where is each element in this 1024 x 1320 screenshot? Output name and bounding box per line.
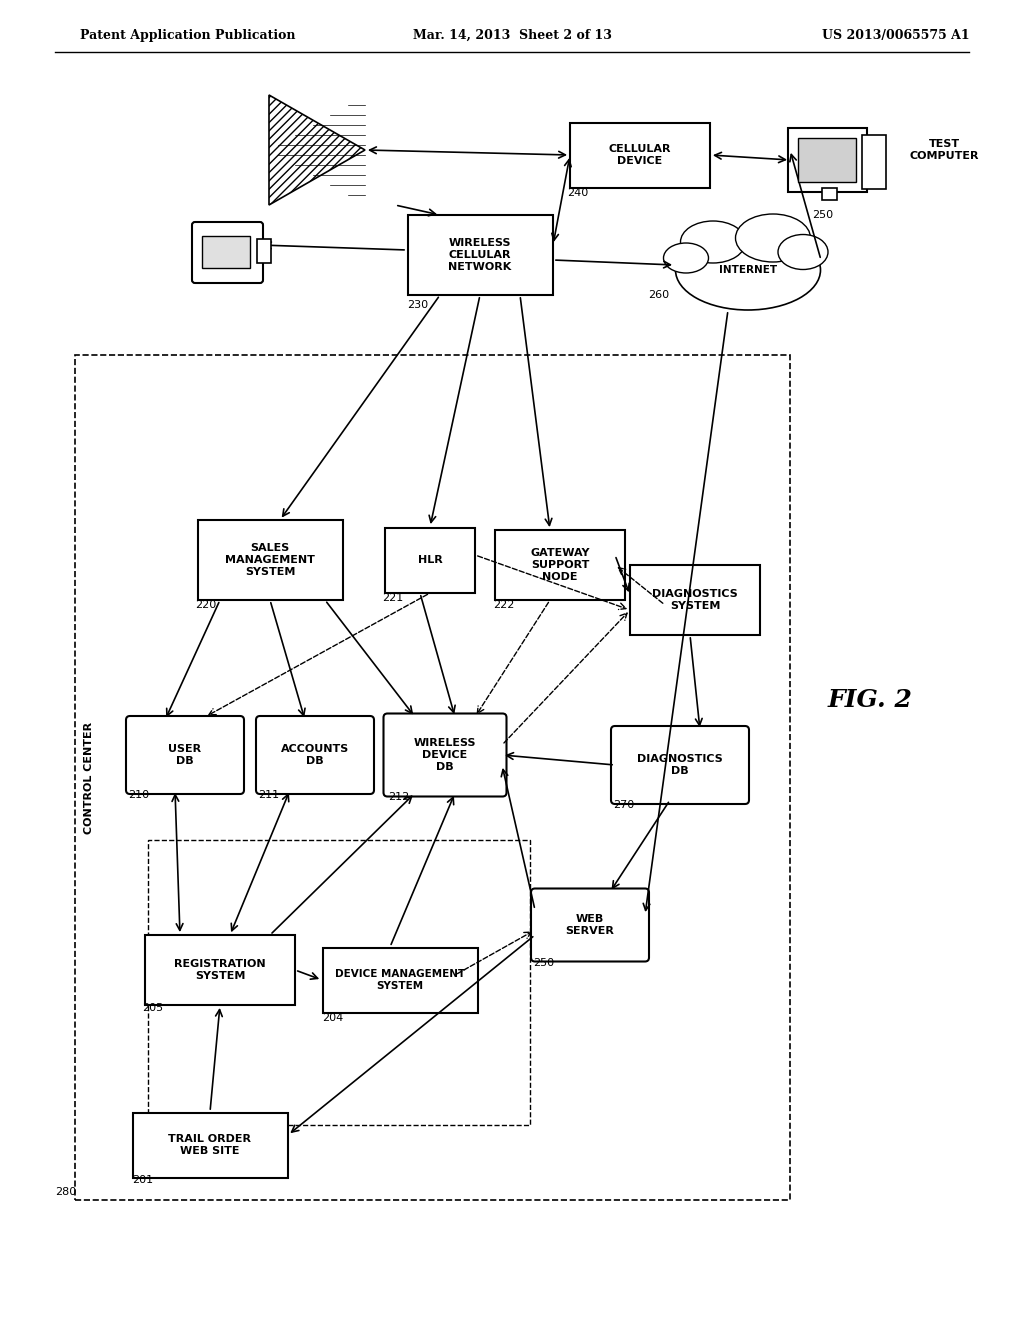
Text: 240: 240 — [567, 187, 588, 198]
FancyBboxPatch shape — [570, 123, 710, 187]
Text: 221: 221 — [382, 593, 403, 603]
Text: FIG. 2: FIG. 2 — [827, 688, 912, 711]
FancyBboxPatch shape — [126, 715, 244, 795]
FancyBboxPatch shape — [531, 888, 649, 961]
Text: 220: 220 — [195, 601, 216, 610]
FancyBboxPatch shape — [145, 935, 295, 1005]
Text: 230: 230 — [407, 300, 428, 310]
FancyBboxPatch shape — [408, 215, 553, 294]
Text: 280: 280 — [55, 1187, 76, 1197]
Text: 211: 211 — [258, 789, 280, 800]
Text: 204: 204 — [322, 1012, 343, 1023]
FancyBboxPatch shape — [385, 528, 475, 593]
Text: Mar. 14, 2013  Sheet 2 of 13: Mar. 14, 2013 Sheet 2 of 13 — [413, 29, 611, 41]
Text: SALES
MANAGEMENT
SYSTEM: SALES MANAGEMENT SYSTEM — [225, 544, 315, 577]
Text: CONTROL CENTER: CONTROL CENTER — [84, 722, 94, 833]
FancyBboxPatch shape — [611, 726, 749, 804]
Text: 201: 201 — [132, 1175, 154, 1185]
Text: CELLULAR
DEVICE: CELLULAR DEVICE — [608, 144, 672, 166]
Text: HLR: HLR — [418, 554, 442, 565]
Text: ACCOUNTS
DB: ACCOUNTS DB — [281, 744, 349, 766]
FancyBboxPatch shape — [862, 135, 886, 189]
FancyBboxPatch shape — [630, 565, 760, 635]
Text: 260: 260 — [648, 290, 669, 300]
FancyBboxPatch shape — [198, 520, 342, 601]
FancyBboxPatch shape — [193, 222, 263, 282]
Text: 205: 205 — [142, 1003, 163, 1012]
Text: DIAGNOSTICS
SYSTEM: DIAGNOSTICS SYSTEM — [652, 589, 738, 611]
FancyBboxPatch shape — [132, 1113, 288, 1177]
Bar — [148, 840, 530, 1125]
Text: TRAIL ORDER
WEB SITE: TRAIL ORDER WEB SITE — [169, 1134, 252, 1156]
FancyBboxPatch shape — [788, 128, 867, 191]
Text: USER
DB: USER DB — [168, 744, 202, 766]
Text: 210: 210 — [128, 789, 150, 800]
FancyBboxPatch shape — [257, 239, 271, 263]
Text: DEVICE MANAGEMENT
SYSTEM: DEVICE MANAGEMENT SYSTEM — [335, 969, 465, 991]
Text: INTERNET: INTERNET — [719, 265, 777, 275]
FancyBboxPatch shape — [323, 948, 477, 1012]
FancyBboxPatch shape — [822, 187, 837, 201]
Text: 250: 250 — [812, 210, 834, 220]
Text: WIRELESS
DEVICE
DB: WIRELESS DEVICE DB — [414, 738, 476, 772]
Text: 222: 222 — [493, 601, 514, 610]
FancyBboxPatch shape — [202, 236, 250, 268]
FancyBboxPatch shape — [256, 715, 374, 795]
FancyBboxPatch shape — [495, 531, 625, 601]
Text: REGISTRATION
SYSTEM: REGISTRATION SYSTEM — [174, 960, 266, 981]
Text: DIAGNOSTICS
DB: DIAGNOSTICS DB — [637, 754, 723, 776]
Bar — [75, 355, 790, 1200]
Ellipse shape — [778, 235, 828, 269]
Text: 212: 212 — [388, 792, 410, 803]
Text: GATEWAY
SUPPORT
NODE: GATEWAY SUPPORT NODE — [530, 548, 590, 582]
Text: US 2013/0065575 A1: US 2013/0065575 A1 — [822, 29, 970, 41]
Ellipse shape — [676, 230, 820, 310]
Text: 250: 250 — [534, 958, 554, 968]
Ellipse shape — [735, 214, 811, 261]
Text: WEB
SERVER: WEB SERVER — [565, 915, 614, 936]
Text: Patent Application Publication: Patent Application Publication — [80, 29, 296, 41]
Ellipse shape — [681, 220, 745, 263]
Ellipse shape — [664, 243, 709, 273]
FancyBboxPatch shape — [384, 714, 507, 796]
FancyBboxPatch shape — [798, 139, 856, 182]
Text: TEST
COMPUTER: TEST COMPUTER — [910, 139, 980, 161]
Text: 270: 270 — [613, 800, 634, 810]
Text: WIRELESS
CELLULAR
NETWORK: WIRELESS CELLULAR NETWORK — [449, 239, 512, 272]
